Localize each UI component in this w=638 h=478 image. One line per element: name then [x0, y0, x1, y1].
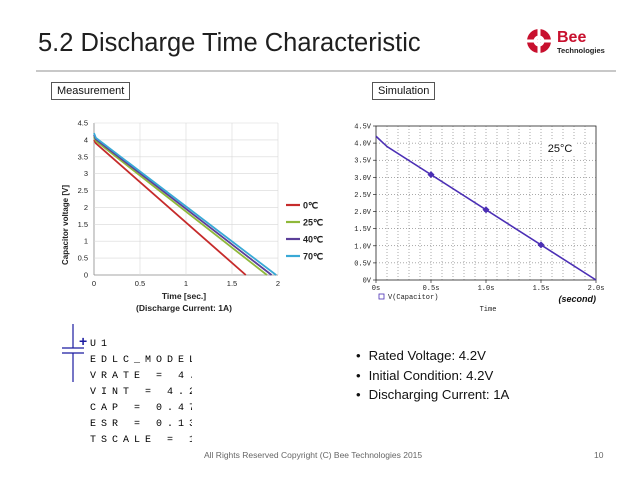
- simulation-y-tick-label: 0V: [363, 278, 372, 286]
- model-line-name: EDLC_MODEL: [90, 355, 192, 366]
- simulation-x-tick-label: 0.5s: [423, 285, 440, 293]
- simulation-x-tick-label: 2.0s: [588, 285, 604, 293]
- measurement-x-axis-label: Time [sec.]: [162, 291, 206, 301]
- simulation-series-marker: [482, 206, 490, 214]
- capacitor-model: + U1 EDLC_MODEL VRATE = 4.2 VINT = 4.2 C…: [62, 324, 192, 444]
- measurement-y-tick-label: 4.5: [78, 119, 88, 128]
- measurement-legend-label: 40℃: [303, 235, 323, 245]
- simulation-y-tick-label: 4.5V: [354, 124, 372, 132]
- measurement-y-tick-label: 0.5: [78, 254, 88, 263]
- measurement-y-tick-label: 1: [84, 237, 88, 246]
- measurement-y-tick-label: 0: [84, 271, 88, 280]
- simulation-series-line: [375, 135, 597, 281]
- simulation-tick-labels: 0V 0.5V 1.0V 1.5V 2.0V 2.5V 3.0V 3.5V 4.0V 4.5V 0s…: [354, 124, 604, 294]
- test-conditions-list: Rated Voltage: 4.2V Initial Condition: 4…: [356, 348, 510, 407]
- simulation-x-axis-label: Time: [480, 306, 497, 314]
- measurement-x-tick-label: 0.5: [135, 279, 145, 288]
- capacitor-symbol-icon: [62, 324, 84, 382]
- logo-subtitle: Technologies: [557, 46, 605, 55]
- bee-technologies-logo: Bee Technologies: [525, 27, 605, 55]
- discharging-current-item: Discharging Current: 1A: [356, 387, 510, 402]
- measurement-legend-label: 25℃: [303, 218, 323, 228]
- model-line-vrate: VRATE = 4.2: [90, 371, 192, 382]
- measurement-x-tick-label: 1: [184, 279, 188, 288]
- simulation-series: [375, 135, 597, 281]
- measurement-y-tick-label: 1.5: [78, 220, 88, 229]
- simulation-label: Simulation: [372, 82, 436, 100]
- model-line-vint: VINT = 4.2: [90, 387, 192, 398]
- simulation-x-tick-label: 1.5s: [533, 285, 550, 293]
- measurement-y-tick-label: 3: [84, 169, 88, 178]
- simulation-y-tick-label: 2.5V: [354, 192, 372, 200]
- simulation-y-tick-label: 4.0V: [354, 141, 372, 149]
- simulation-x-tick-label: 1.0s: [478, 285, 495, 293]
- temperature-annotation: 25°C: [548, 143, 573, 155]
- initial-condition-item: Initial Condition: 4.2V: [356, 368, 509, 383]
- model-line-tscale: TSCALE = 1: [90, 435, 192, 444]
- simulation-legend-label: V(Capacitor): [388, 294, 438, 302]
- model-line-esr: ESR = 0.13: [90, 419, 192, 430]
- measurement-grid: [93, 122, 279, 276]
- polarity-sign: +: [79, 333, 87, 349]
- model-line-cap: CAP = 0.47: [90, 403, 192, 414]
- logo-word: Bee: [557, 29, 586, 46]
- model-line-ref: U1: [90, 339, 112, 350]
- measurement-series: [93, 132, 277, 276]
- measurement-legend-label: 0℃: [303, 201, 318, 211]
- measurement-x-tick-label: 2: [276, 279, 280, 288]
- measurement-y-axis-label: Capacitor voltage [V]: [61, 185, 70, 265]
- measurement-legend-label: 70℃: [303, 252, 323, 262]
- simulation-y-tick-label: 1.0V: [354, 243, 372, 251]
- title-divider: [36, 70, 616, 72]
- measurement-y-tick-label: 4: [84, 135, 88, 144]
- simulation-y-tick-label: 3.5V: [354, 158, 372, 166]
- measurement-y-tick-label: 2.5: [78, 186, 88, 195]
- measurement-x-tick-label: 0: [92, 279, 96, 288]
- measurement-label: Measurement: [51, 82, 131, 100]
- simulation-legend-marker: [378, 293, 385, 300]
- annotation-background: [544, 140, 576, 156]
- rated-voltage-item: Rated Voltage: 4.2V: [356, 348, 509, 363]
- simulation-y-tick-label: 2.0V: [354, 209, 372, 217]
- measurement-x-tick-label: 1.5: [227, 279, 237, 288]
- simulation-series-marker: [537, 241, 545, 249]
- bee-logo-mark: [525, 27, 553, 55]
- measurement-y-tick-label: 2: [84, 203, 88, 212]
- simulation-y-tick-label: 0.5V: [354, 260, 372, 268]
- measurement-y-tick-label: 3.5: [78, 152, 88, 161]
- measurement-series-line: [93, 139, 247, 276]
- measurement-series-line: [93, 132, 277, 276]
- measurement-tick-labels: 0 0.5 1 1.5 2 2.5 3 3.5 4 4.5 0 0.5 1 1.5 2: [78, 119, 281, 289]
- slide-title: 5.2 Discharge Time Characteristic: [38, 29, 421, 57]
- simulation-chart: 0V 0.5V 1.0V 1.5V 2.0V 2.5V 3.0V 3.5V 4.0V 4.5V 0s…: [354, 124, 604, 315]
- copyright-footer: All Rights Reserved Copyright (C) Bee Te…: [204, 450, 423, 460]
- page-number: 10: [594, 450, 604, 460]
- measurement-legend: 0℃ 25℃ 40℃ 70℃: [286, 201, 323, 262]
- simulation-y-tick-label: 3.0V: [354, 175, 372, 183]
- simulation-grid: [373, 125, 597, 283]
- simulation-series-marker: [427, 171, 435, 179]
- measurement-subtitle: (Discharge Current: 1A): [136, 303, 232, 313]
- simulation-x-tick-label: 0s: [372, 285, 380, 293]
- measurement-chart: 0 0.5 1 1.5 2 2.5 3 3.5 4 4.5 0 0.5 1 1.5 2 0℃ 25℃ 40℃ 70…: [61, 119, 323, 314]
- simulation-y-tick-label: 1.5V: [354, 226, 372, 234]
- simulation-unit-note: (second): [558, 294, 596, 304]
